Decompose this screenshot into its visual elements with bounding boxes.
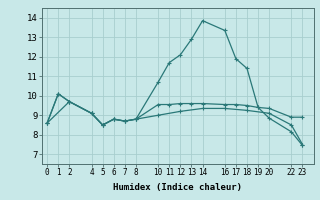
X-axis label: Humidex (Indice chaleur): Humidex (Indice chaleur) (113, 183, 242, 192)
